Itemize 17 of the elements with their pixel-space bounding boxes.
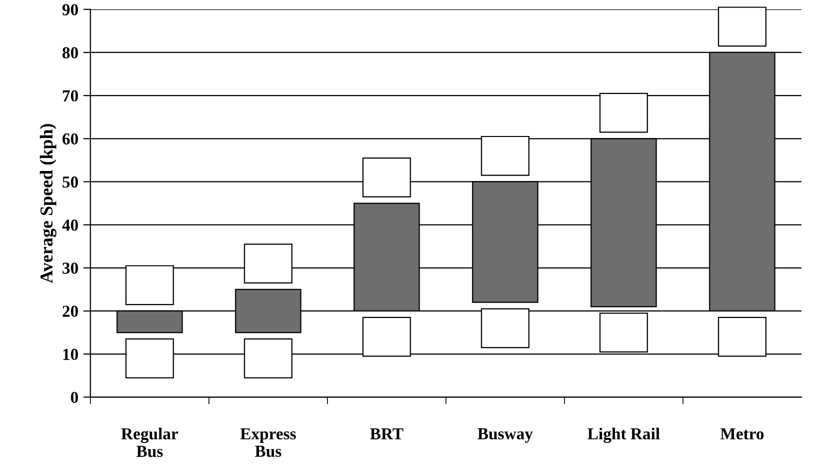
- y-tick-label: 50: [62, 176, 78, 188]
- y-tick-label: 90: [62, 4, 78, 16]
- x-tick-label: Busway: [478, 428, 533, 443]
- y-tick-label: 40: [62, 220, 78, 231]
- y-tick-label: 0: [70, 392, 78, 404]
- x-tick-label: Light Rail: [588, 428, 660, 443]
- x-tick-label: Express Bus: [240, 428, 296, 457]
- y-tick-label: 20: [62, 306, 78, 317]
- x-tick-label: BRT: [370, 428, 404, 440]
- y-tick-label: 10: [63, 348, 78, 360]
- y-tick-label: 30: [62, 262, 78, 274]
- x-tick-label: Metro: [720, 428, 764, 440]
- y-tick-label: 80: [62, 47, 78, 58]
- x-tick-label: Regular Bus: [121, 428, 178, 458]
- y-axis-title: Average Speed (kph): [40, 124, 56, 284]
- y-tick-label: 70: [62, 90, 78, 102]
- y-tick-label: 60: [62, 133, 78, 145]
